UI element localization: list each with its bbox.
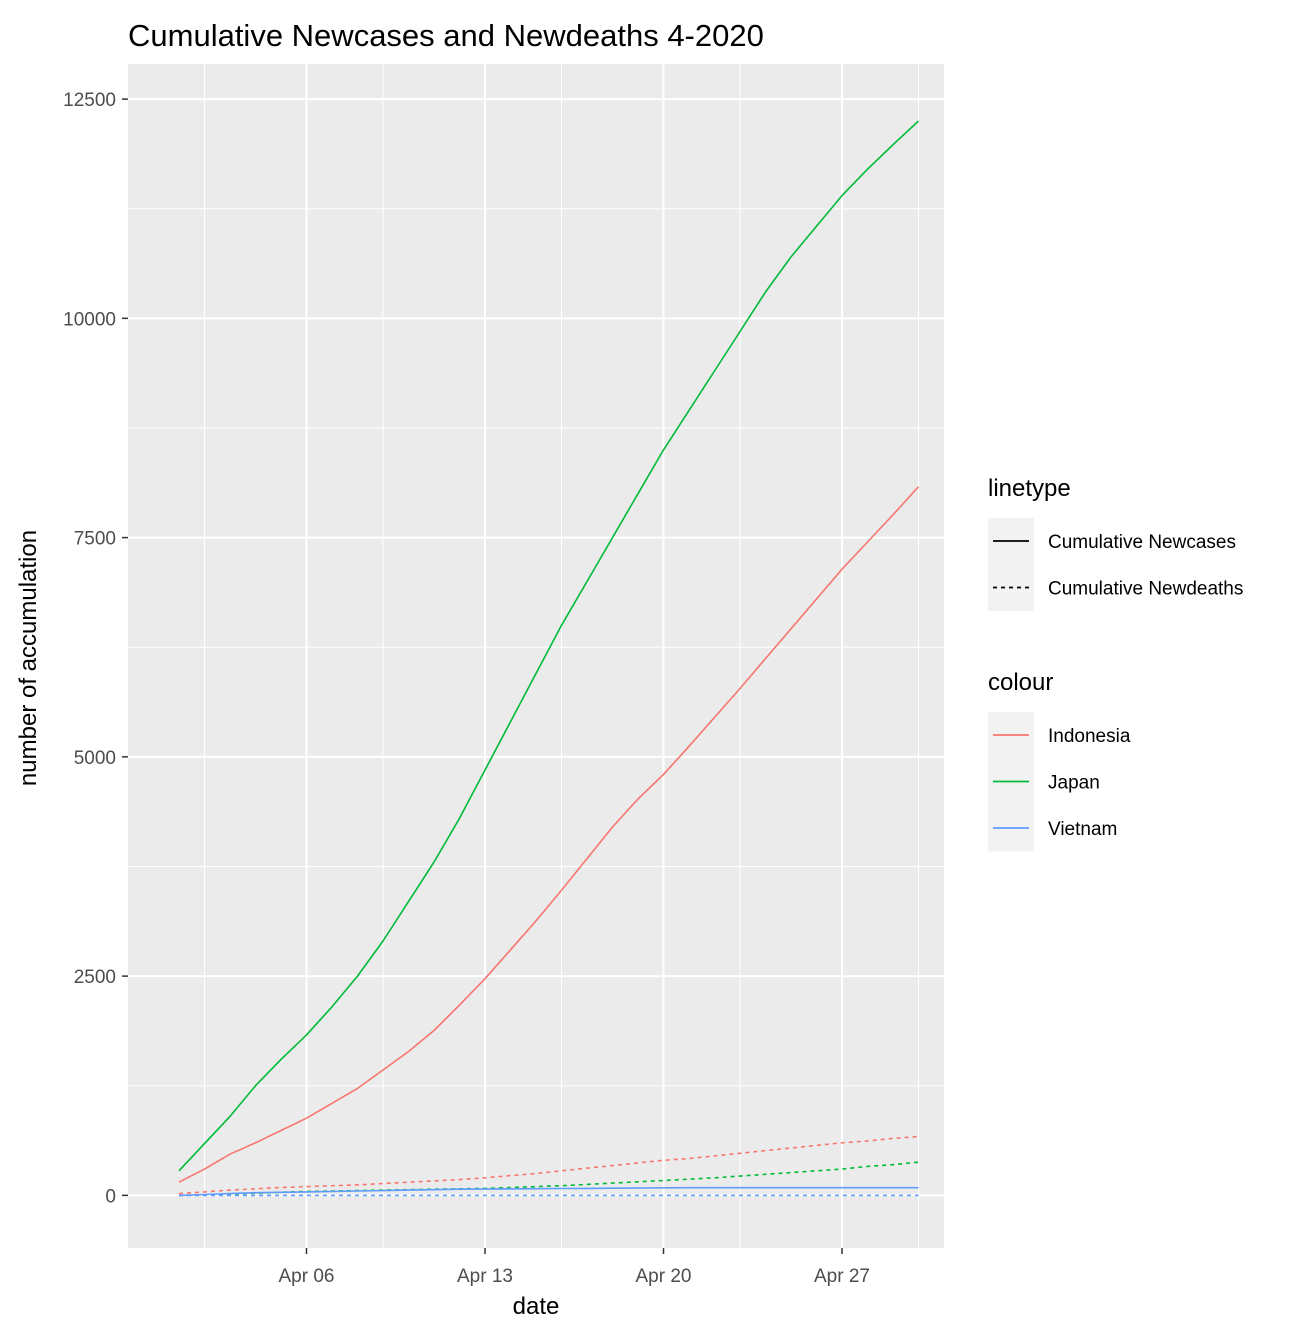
x-tick-label: Apr 13	[457, 1266, 513, 1287]
legend-colour: colour Indonesia Japan Vietnam	[988, 669, 1131, 852]
x-tick-label: Apr 06	[279, 1266, 335, 1287]
series-line-indonesia-cumulative-newcases	[178, 486, 920, 1183]
legend-entry-label: Japan	[1048, 773, 1100, 794]
y-tick-label: 2500	[74, 967, 116, 988]
legend-title: linetype	[988, 475, 1071, 502]
minor-gridlines	[128, 64, 944, 1248]
chart-title: Cumulative Newcases and Newdeaths 4-2020	[128, 18, 764, 53]
y-axis: 0 2500 5000 7500 10000 12500	[63, 90, 128, 1207]
legend-entry-label: Vietnam	[1048, 819, 1117, 840]
x-tick-label: Apr 27	[814, 1266, 870, 1287]
x-axis-title: date	[513, 1293, 560, 1320]
y-tick-label: 5000	[74, 748, 116, 769]
series-lines	[178, 120, 920, 1197]
x-tick-label: Apr 20	[636, 1266, 692, 1287]
legend-entry-label: Cumulative Newdeaths	[1048, 579, 1243, 600]
x-axis: Apr 06 Apr 13 Apr 20 Apr 27	[279, 1248, 870, 1287]
y-axis-title: number of accumulation	[15, 530, 42, 786]
y-tick-label: 10000	[63, 309, 116, 330]
legend-entry-label: Indonesia	[1048, 726, 1131, 747]
legend-title: colour	[988, 669, 1053, 696]
plot-panel	[128, 64, 944, 1248]
y-tick-label: 12500	[63, 90, 116, 111]
legend-entry-label: Cumulative Newcases	[1048, 532, 1236, 553]
y-tick-label: 7500	[74, 529, 116, 550]
series-line-vietnam-cumulative-newcases	[178, 1186, 919, 1197]
series-line-japan-cumulative-newcases	[178, 120, 920, 1172]
y-tick-label: 0	[105, 1186, 116, 1207]
major-gridlines	[128, 64, 944, 1248]
series-line-indonesia-cumulative-newdeaths	[178, 1135, 919, 1195]
legend-linetype: linetype Cumulative Newcases Cumulative Ne…	[988, 475, 1243, 611]
